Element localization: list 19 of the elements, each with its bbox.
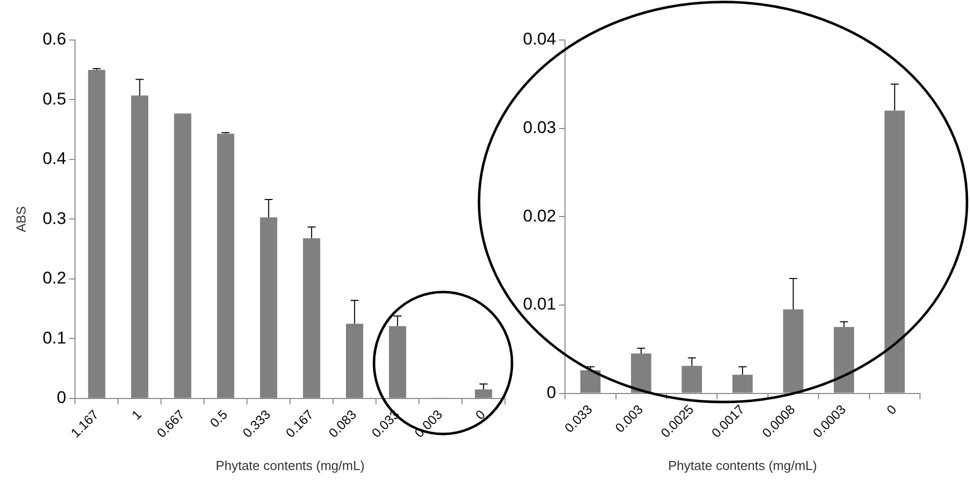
y-tick-label: 0.3 xyxy=(42,208,66,228)
y-tick-label: 0.4 xyxy=(42,149,66,168)
x-tick-label: 0 xyxy=(472,406,488,423)
y-tick-label: 0.03 xyxy=(522,118,556,137)
y-tick-label: 0.5 xyxy=(42,89,66,108)
x-tick-label: 0 xyxy=(884,402,900,418)
x-tick-label: 1 xyxy=(128,406,144,423)
y-tick-label: 0 xyxy=(56,388,66,408)
y-tick-label: 0.1 xyxy=(42,328,66,348)
x-tick-label: 0.5 xyxy=(206,406,230,430)
y-tick-label: 0.02 xyxy=(522,206,556,226)
y-tick-label: 0.6 xyxy=(42,30,66,49)
x-axis-title: Phytate contents (mg/mL) xyxy=(668,458,817,473)
x-axis-title: Phytate contents (mg/mL) xyxy=(216,458,365,473)
y-tick-label: 0.2 xyxy=(42,268,66,288)
y-tick-label: 0 xyxy=(546,382,556,402)
y-tick-label: 0.01 xyxy=(522,294,556,314)
y-axis-title: ABS xyxy=(13,206,28,232)
y-tick-label: 0.04 xyxy=(522,30,556,49)
